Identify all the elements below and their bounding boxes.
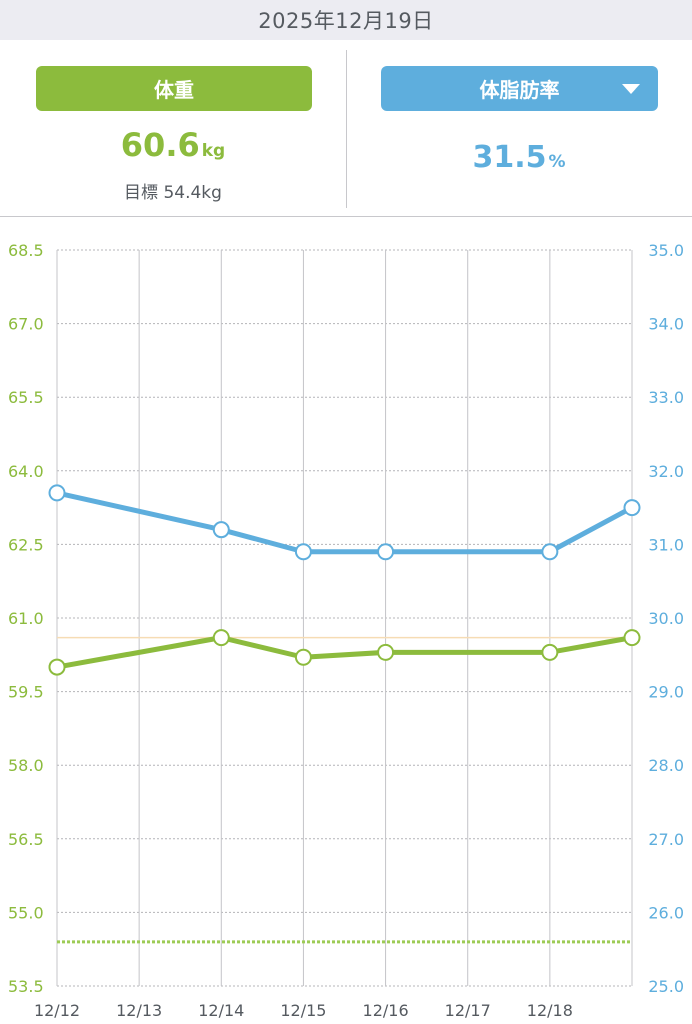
y-right-tick-label: 29.0 bbox=[648, 683, 684, 702]
y-right-tick-label: 31.0 bbox=[648, 535, 684, 554]
weight-data-point[interactable] bbox=[541, 643, 559, 661]
y-left-tick-label: 61.0 bbox=[8, 609, 44, 628]
x-tick-label: 12/13 bbox=[116, 1001, 162, 1020]
y-right-tick-label: 30.0 bbox=[648, 609, 684, 628]
weight-goal: 目標 54.4kg bbox=[124, 183, 222, 203]
body-fat-data-point[interactable] bbox=[541, 543, 559, 561]
chart-svg[interactable]: 68.5 67.0 65.5 64.0 62.5 61.0 59.5 58.0 56.5 55.0… bbox=[0, 217, 692, 1024]
x-tick-label: 12/14 bbox=[198, 1001, 244, 1020]
y-right-tick-label: 26.0 bbox=[648, 903, 684, 922]
body-fat-data-point[interactable] bbox=[294, 543, 312, 561]
x-tick-label: 12/18 bbox=[527, 1001, 573, 1020]
weight-unit: kg bbox=[201, 141, 226, 161]
weight-button-label: 体重 bbox=[154, 78, 194, 102]
date-label: 2025年12月19日 bbox=[258, 9, 434, 33]
summary-panel: 体重 60.6 kg 目標 54.4kg 体脂肪率 31.5% bbox=[0, 40, 692, 217]
weight-button[interactable]: 体重 bbox=[36, 66, 312, 111]
x-tick-label: 12/12 bbox=[34, 1001, 80, 1020]
trend-chart[interactable]: 68.5 67.0 65.5 64.0 62.5 61.0 59.5 58.0 56.5 55.0… bbox=[0, 217, 692, 1024]
weight-value: 60.6 kg bbox=[0, 126, 346, 164]
body-fat-data-point[interactable] bbox=[48, 484, 66, 502]
body-fat-data-point[interactable] bbox=[377, 543, 395, 561]
body-fat-dropdown-button[interactable]: 体脂肪率 bbox=[381, 66, 658, 111]
y-left-tick-label: 64.0 bbox=[8, 462, 44, 481]
body-fat-value-number: 31.5 bbox=[472, 140, 547, 175]
x-tick-label: 12/15 bbox=[280, 1001, 326, 1020]
weight-data-point[interactable] bbox=[212, 629, 230, 647]
y-right-tick-label: 35.0 bbox=[648, 241, 684, 260]
body-fat-button-label: 体脂肪率 bbox=[479, 78, 560, 102]
body-fat-data-point[interactable] bbox=[212, 521, 230, 539]
y-left-tick-label: 56.5 bbox=[8, 830, 44, 849]
y-left-tick-label: 59.5 bbox=[8, 683, 44, 702]
body-fat-value: 31.5% bbox=[346, 140, 692, 175]
y-right-tick-label: 34.0 bbox=[648, 315, 684, 334]
y-right-tick-label: 33.0 bbox=[648, 388, 684, 407]
weight-data-point[interactable] bbox=[48, 658, 66, 676]
y-right-tick-label: 28.0 bbox=[648, 756, 684, 775]
y-right-tick-label: 27.0 bbox=[648, 830, 684, 849]
weight-value-number: 60.6 bbox=[120, 126, 200, 164]
body-fat-unit: % bbox=[548, 152, 566, 172]
weight-data-point[interactable] bbox=[623, 629, 641, 647]
y-right-tick-label: 32.0 bbox=[648, 462, 684, 481]
panel-divider bbox=[346, 50, 347, 208]
weight-data-point[interactable] bbox=[294, 648, 312, 666]
body-fat-data-point[interactable] bbox=[623, 499, 641, 517]
y-left-tick-label: 67.0 bbox=[8, 315, 44, 334]
y-left-tick-label: 53.5 bbox=[8, 977, 44, 996]
weight-panel: 体重 60.6 kg 目標 54.4kg bbox=[0, 40, 346, 216]
triangle-down-icon bbox=[622, 84, 640, 94]
y-left-tick-label: 62.5 bbox=[8, 535, 44, 554]
body-fat-panel: 体脂肪率 31.5% bbox=[346, 40, 692, 216]
weight-series-line bbox=[54, 635, 635, 670]
y-left-tick-label: 55.0 bbox=[8, 903, 44, 922]
y-left-tick-label: 68.5 bbox=[8, 241, 44, 260]
weight-data-point[interactable] bbox=[377, 643, 395, 661]
x-tick-label: 12/17 bbox=[445, 1001, 491, 1020]
date-header[interactable]: 2025年12月19日 bbox=[0, 0, 692, 40]
body-fat-series-line bbox=[54, 490, 635, 555]
y-left-tick-label: 65.5 bbox=[8, 388, 44, 407]
y-right-tick-label: 25.0 bbox=[648, 977, 684, 996]
y-left-tick-label: 58.0 bbox=[8, 756, 44, 775]
x-tick-label: 12/16 bbox=[363, 1001, 409, 1020]
